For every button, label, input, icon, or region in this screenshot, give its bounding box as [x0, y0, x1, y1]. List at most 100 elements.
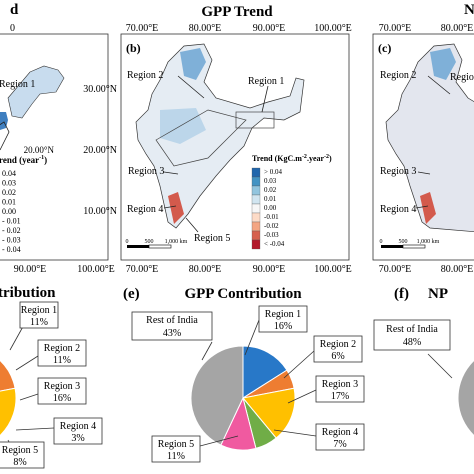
legend-tick: - 0.03 — [2, 236, 21, 245]
scale-bar-tick: 1,000 km — [165, 239, 188, 245]
region-arrow — [163, 205, 177, 209]
callout-box — [37, 339, 87, 367]
legend-tick: 0.00 — [2, 207, 16, 216]
callout-value: 11% — [167, 451, 185, 462]
center-map-x-top-label: 90.00°E — [253, 23, 286, 34]
legend-swatch — [251, 239, 261, 250]
callout-leader — [199, 435, 239, 447]
legend-swatch — [251, 221, 261, 232]
legend-tick: 0.01 — [2, 198, 16, 207]
left-map-tick: 0 — [10, 23, 15, 34]
scale-bar-tick: 0 — [126, 239, 129, 245]
right-map-outline — [385, 43, 474, 233]
right-region-label: Region 2 — [380, 70, 416, 81]
legend-tick: 0.00 — [264, 204, 277, 212]
panel-label-b: (b) — [126, 41, 141, 55]
callout-leader — [15, 355, 39, 371]
callout-label: Rest of India — [146, 315, 198, 326]
right-pie-callouts: Rest of India 48% — [373, 319, 453, 379]
legend-tick: - 0.02 — [2, 226, 21, 235]
center-region-label: Region 1 — [248, 76, 284, 87]
center-region-label: Region 3 — [128, 166, 164, 177]
callout-value: 8% — [13, 457, 26, 468]
pie-chart-right — [457, 359, 474, 437]
left-region-arrow — [0, 121, 10, 151]
right-map-x-label: 70.00°E — [379, 264, 412, 275]
callout-box — [313, 335, 363, 363]
map-shade-south — [168, 192, 184, 224]
left-region-label: Region 1 — [0, 79, 35, 90]
legend-tick: 0.03 — [264, 177, 277, 185]
callout-value: 16% — [53, 393, 71, 404]
region-arrow — [417, 171, 431, 175]
callout-label: Region 4 — [322, 427, 358, 438]
india-map-outline — [135, 43, 305, 229]
center-map-x-label: 90.00°E — [253, 264, 286, 275]
map-shade-north — [180, 48, 206, 80]
legend-tick: - 0.04 — [2, 245, 21, 254]
left-legend: rend (year-1) 0.040.030.020.010.00- 0.01… — [0, 155, 47, 254]
right-region-label: Region 3 — [380, 166, 416, 177]
scale-bar-tick: 1,000 km — [417, 239, 440, 245]
center-map-y-label: 10.00°N — [83, 206, 117, 217]
callout-value: 48% — [403, 337, 421, 348]
region-arrow — [185, 217, 199, 233]
right-region-label: Region 1 — [450, 72, 474, 83]
callout-value: 3% — [71, 433, 84, 444]
map-shade-central — [160, 108, 206, 144]
callout-label: Region 1 — [21, 305, 57, 316]
gpp-contribution-title: GPP Contribution — [184, 286, 302, 302]
legend-swatch — [251, 185, 261, 196]
pie-chart-gpp-contribution — [190, 345, 296, 451]
panel-label-e: (e) — [123, 286, 140, 302]
callout-label: Region 2 — [320, 339, 356, 350]
legend-tick: 0.04 — [2, 169, 16, 178]
right-map-shade — [430, 48, 456, 80]
legend-swatch — [251, 176, 261, 187]
scale-bar-segment — [381, 245, 403, 248]
left-map-panel: 0 Region 1 20.00°N rend (year-1) 0.040.0… — [0, 23, 115, 275]
center-map-y-label: 30.00°N — [83, 84, 117, 95]
callout-leader — [283, 350, 315, 379]
callout-label: Region 3 — [322, 379, 358, 390]
left-map-x-label: 90.00°E — [14, 264, 47, 275]
left-map-x-label: 100.00°E — [77, 264, 115, 275]
callout-leader — [19, 393, 39, 401]
callout-box — [0, 441, 45, 469]
callout-leader — [244, 319, 260, 356]
panel-label-f: (f) — [394, 286, 409, 302]
callout-leader — [427, 353, 453, 379]
callout-value: 11% — [53, 355, 71, 366]
left-top-title-fragment: d — [10, 2, 19, 18]
callout-value: 7% — [333, 439, 346, 450]
panel-label-c: (c) — [378, 41, 391, 55]
callout-box — [258, 305, 308, 333]
center-map-panel: 70.00°E 80.00°E 90.00°E 100.00°E (b) Reg… — [83, 23, 352, 275]
scale-bar-segment — [127, 245, 149, 248]
callout-box — [151, 435, 201, 463]
region-boundary — [235, 111, 275, 129]
callout-box — [53, 417, 103, 445]
center-map-x-top-label: 80.00°E — [189, 23, 222, 34]
legend-tick: 0.03 — [2, 179, 16, 188]
center-region-label: Region 4 — [127, 204, 163, 215]
center-map-x-label: 70.00°E — [126, 264, 159, 275]
center-pie-callouts: Region 1 16% Region 2 6% Region 3 17% Re… — [131, 305, 365, 463]
right-scale-bar: 0 500 1,000 km — [380, 239, 440, 249]
left-legend-entries: 0.040.030.020.010.00- 0.01- 0.02- 0.03- … — [2, 169, 21, 254]
region-arrow — [177, 75, 205, 99]
callout-value: 16% — [274, 321, 292, 332]
callout-label: Region 1 — [265, 309, 301, 320]
callout-box — [37, 377, 87, 405]
right-region-label: Region 4 — [380, 204, 416, 215]
svg-text:Trend (KgC.m-2.year-2): Trend (KgC.m-2.year-2) — [252, 154, 332, 163]
legend-tick: 0.01 — [264, 195, 277, 203]
region-arrow — [415, 205, 429, 209]
callout-value: 6% — [331, 351, 344, 362]
legend-swatch — [251, 167, 261, 178]
callout-label: Region 5 — [158, 439, 194, 450]
right-map-x-top-label: 70.00°E — [379, 23, 412, 34]
legend-tick: -0.03 — [264, 231, 279, 239]
legend-tick: 0.02 — [2, 188, 16, 197]
